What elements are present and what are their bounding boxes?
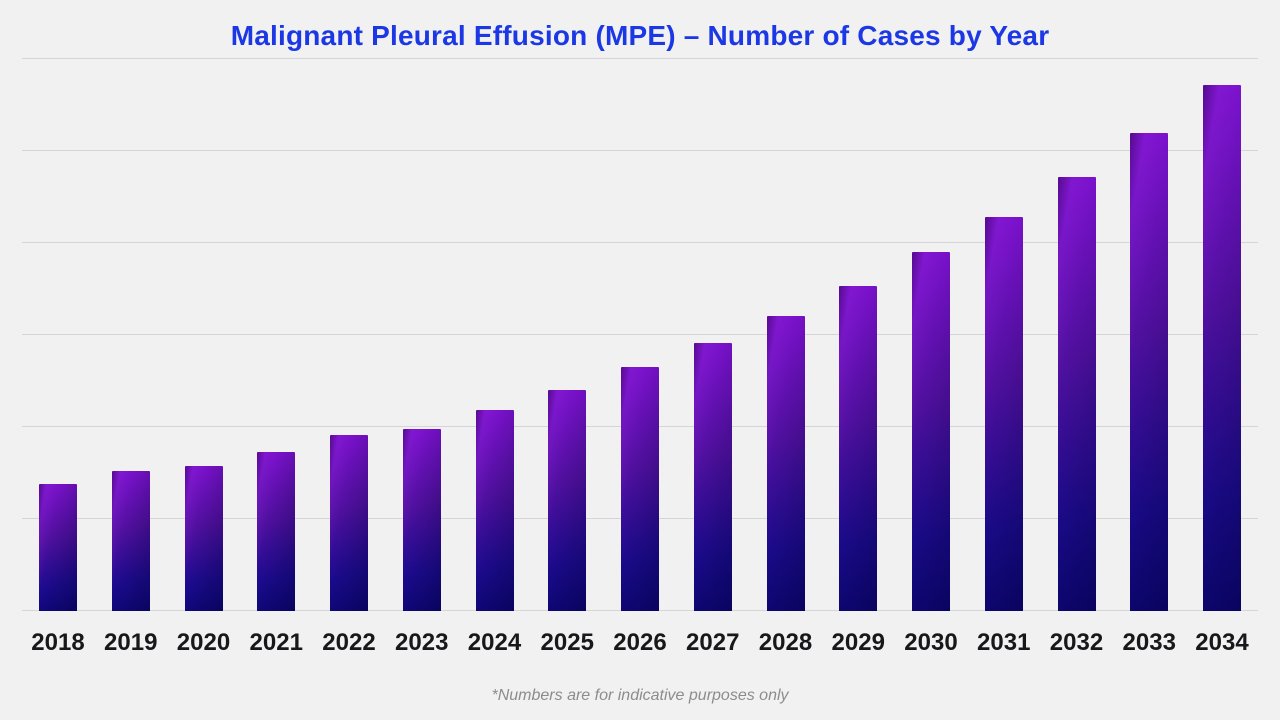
bar-2022 <box>330 435 368 611</box>
x-axis-label-2018: 2018 <box>31 629 85 656</box>
bar-2023 <box>402 429 441 611</box>
bar-2026 <box>621 367 659 611</box>
gridline <box>22 242 1258 243</box>
x-axis-label-2030: 2030 <box>904 629 958 656</box>
x-axis-label-2029: 2029 <box>831 629 885 656</box>
x-axis-label-2024: 2024 <box>467 629 522 656</box>
x-axis: 2018 2019 2020 2021 2022 2023 2024 2025 2026 2027… <box>22 629 1258 661</box>
bar-2030 <box>912 252 950 611</box>
footnote: *Numbers are for indicative purposes onl… <box>491 687 789 704</box>
x-axis-label-2023: 2023 <box>395 629 449 656</box>
x-axis-label-2022: 2022 <box>322 629 376 656</box>
x-axis-label-2019: 2019 <box>104 629 158 656</box>
plot-area <box>22 58 1258 611</box>
bar-2031 <box>984 217 1023 611</box>
x-axis-label-2021: 2021 <box>249 629 303 656</box>
chart-title: Malignant Pleural Effusion (MPE) – Numbe… <box>230 20 1050 51</box>
x-axis-label-2028: 2028 <box>758 629 813 656</box>
x-axis-label-2032: 2032 <box>1049 629 1104 656</box>
bar-2027 <box>693 343 732 611</box>
bar-2029 <box>839 286 878 611</box>
gridline <box>22 58 1258 59</box>
bar-2018 <box>39 484 77 611</box>
x-axis-label-2033: 2033 <box>1122 629 1176 656</box>
bar-2025 <box>548 390 587 611</box>
bar-2020 <box>184 466 223 611</box>
bar-2024 <box>475 410 514 611</box>
x-axis-label-2020: 2020 <box>176 629 231 656</box>
bar-2021 <box>257 452 296 611</box>
bar-2034 <box>1203 85 1241 611</box>
x-axis-label-2025: 2025 <box>540 629 594 656</box>
gridline <box>22 150 1258 151</box>
x-axis-label-2027: 2027 <box>686 629 740 656</box>
bar-2028 <box>766 316 805 611</box>
gridline <box>22 334 1258 335</box>
x-axis-label-2026: 2026 <box>613 629 667 656</box>
x-axis-label-2034: 2034 <box>1195 629 1249 656</box>
bar-2033 <box>1130 133 1169 611</box>
bar-2019 <box>111 471 150 611</box>
bar-2032 <box>1057 177 1096 611</box>
x-axis-label-2031: 2031 <box>977 629 1031 656</box>
